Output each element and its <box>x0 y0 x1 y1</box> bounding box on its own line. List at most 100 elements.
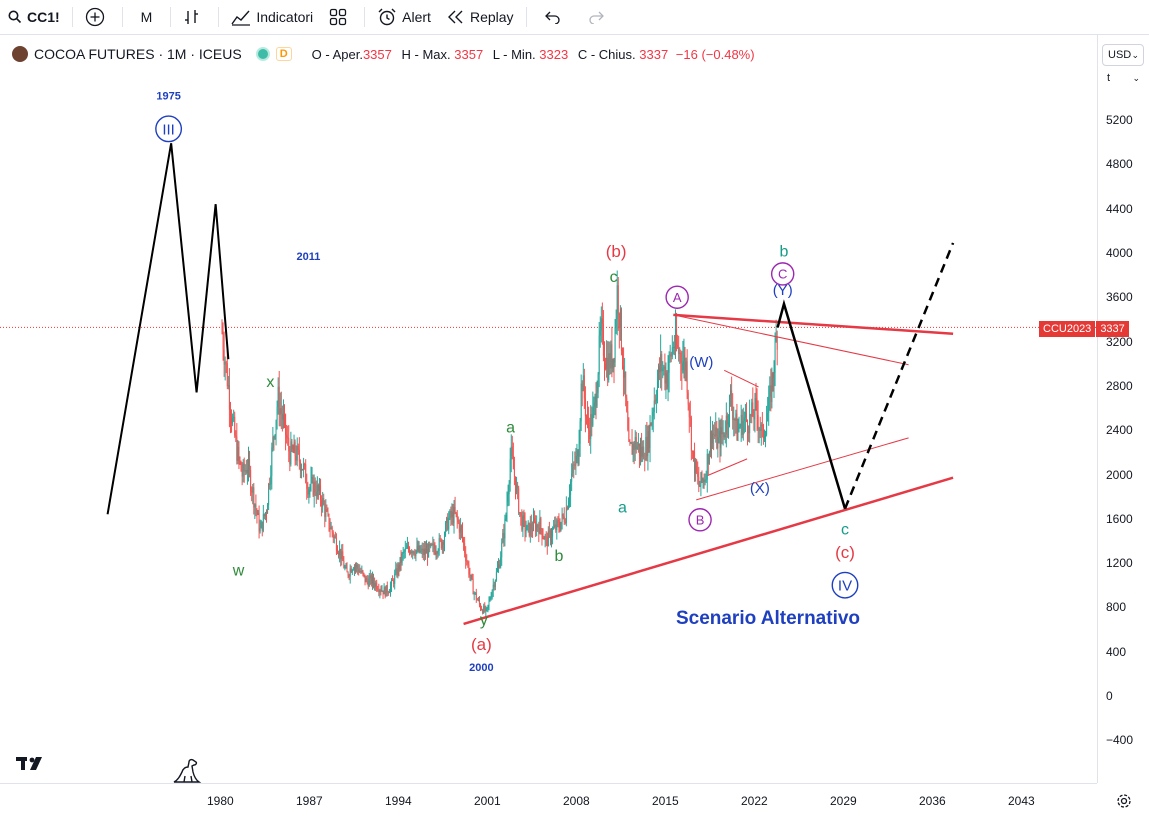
candle-body <box>646 436 648 457</box>
candle-body <box>716 427 718 449</box>
candle-body <box>289 451 291 465</box>
candle-body <box>415 550 417 556</box>
candle-body <box>667 372 669 388</box>
candle-body <box>762 425 764 439</box>
candle-body <box>775 337 777 341</box>
grid-layout-icon <box>330 8 347 26</box>
divider <box>170 7 172 27</box>
candle-body <box>453 506 455 524</box>
candle-body <box>363 573 365 575</box>
candle-body <box>527 522 529 526</box>
candle-body <box>694 451 696 474</box>
candle-body <box>673 346 675 349</box>
candle-body <box>556 520 558 531</box>
candle-body <box>459 525 461 533</box>
tradingview-logo <box>16 755 48 779</box>
candle-body <box>719 430 721 449</box>
chart-type-button[interactable] <box>175 0 214 34</box>
alert-button[interactable]: Alert <box>369 0 439 34</box>
interval-button[interactable]: M <box>127 0 167 34</box>
candle-body <box>224 362 226 365</box>
currency-select[interactable]: USD ⌄ <box>1102 44 1144 66</box>
redo-button[interactable] <box>580 0 617 34</box>
candle-body <box>626 397 628 412</box>
unit-select[interactable]: t ⌄ <box>1102 68 1144 88</box>
candle-body <box>566 507 568 510</box>
candle-body <box>227 385 229 387</box>
candle-body <box>611 344 613 369</box>
candle-body <box>481 609 483 611</box>
change-value: −16 (−0.48%) <box>675 46 755 62</box>
tradingview-logo-icon <box>16 757 42 770</box>
candle-body <box>739 426 741 428</box>
candle-body <box>690 418 692 451</box>
candle-body <box>383 587 385 595</box>
candle-body <box>476 599 478 601</box>
settings-gear-icon[interactable] <box>1116 793 1132 814</box>
candle-body <box>701 472 703 481</box>
price-tick-label: 4800 <box>1106 157 1133 172</box>
time-axis[interactable]: 1980 1987 1994 2001 2008 2015 2022 2029 2036 2043 <box>0 783 1097 819</box>
dinosaur-icon[interactable] <box>172 758 202 789</box>
layouts-button[interactable] <box>321 0 360 34</box>
candle-body <box>467 562 469 565</box>
candle-body <box>715 427 717 437</box>
candle-body <box>591 414 593 426</box>
price-tick-label: 2400 <box>1106 423 1133 438</box>
candle-body <box>647 431 649 457</box>
candle-body <box>670 354 672 357</box>
candle-body <box>548 530 550 532</box>
time-tick-label: 1994 <box>385 794 412 808</box>
candle-body <box>416 545 418 551</box>
market-open-icon <box>255 47 270 61</box>
candle-body <box>421 548 423 551</box>
add-symbol-button[interactable] <box>77 0 118 34</box>
candle-body <box>609 353 611 369</box>
candle-body <box>427 548 429 558</box>
candle-body <box>280 408 282 414</box>
candle-body <box>747 420 749 432</box>
candle-body <box>485 608 487 612</box>
price-chart[interactable]: 1975III2011xw(b)caaby(a)2000A(W)B(X)bC(Y… <box>0 35 1149 818</box>
candle-body <box>456 513 458 520</box>
candle-body <box>440 539 442 549</box>
candle-body <box>450 510 452 518</box>
candle-body <box>397 564 399 576</box>
candle-body <box>772 373 774 379</box>
candle-body <box>439 538 441 540</box>
candle-body <box>542 537 544 539</box>
candle-body <box>500 557 502 568</box>
symbol-search[interactable]: CC1! <box>0 0 68 34</box>
candle-body <box>401 553 403 563</box>
undo-button[interactable] <box>531 0 580 34</box>
candle-body <box>572 464 574 474</box>
price-axis[interactable]: 5200 4800 4400 4000 3600 3200 2800 2400 2000 1600… <box>1097 35 1149 783</box>
replay-button[interactable]: Replay <box>439 0 522 34</box>
candle-body <box>536 524 538 532</box>
candle-body <box>478 599 480 605</box>
candle-body <box>306 483 308 489</box>
candle-body <box>395 568 397 574</box>
candle-body <box>281 413 283 420</box>
price-tick-label: −400 <box>1106 733 1134 748</box>
candle-body <box>628 429 630 442</box>
candle-body <box>254 504 256 508</box>
candle-body <box>278 386 280 415</box>
candle-body <box>567 501 569 510</box>
indicators-button[interactable]: Indicatori <box>223 0 321 34</box>
candle-body <box>379 590 381 593</box>
time-tick-label: 2015 <box>652 794 679 808</box>
candle-body <box>251 491 253 493</box>
time-tick-label: 2029 <box>830 794 857 808</box>
candle-body <box>252 487 254 493</box>
candle-body <box>474 592 476 594</box>
candle-body <box>533 518 534 531</box>
candle-body <box>613 358 615 363</box>
candle-body <box>535 521 537 532</box>
candle-body <box>526 525 528 531</box>
candle-body <box>510 446 512 460</box>
candle-body <box>642 446 644 457</box>
candle-body <box>486 607 488 609</box>
candle-body <box>297 446 299 450</box>
rewind-icon <box>447 10 463 24</box>
